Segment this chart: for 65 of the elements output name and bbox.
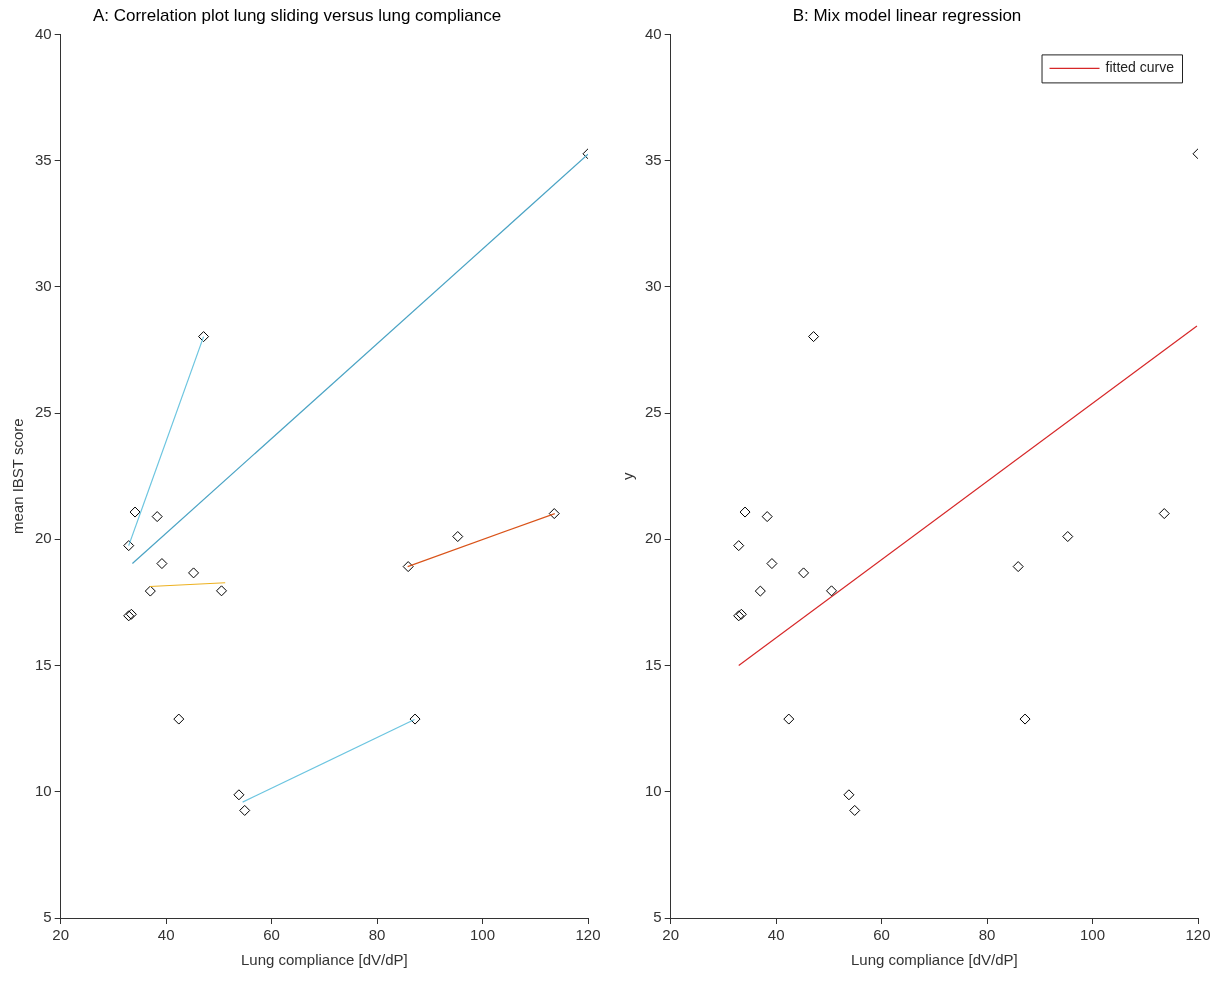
point [808,331,820,343]
x-tick-label: 60 [263,926,280,944]
y-axis-title: mean IBST score [9,418,27,534]
x-tick-label: 40 [157,926,175,944]
x-tick-label: 120 [1185,926,1211,944]
x-tick-label: 100 [1080,926,1106,944]
point [548,508,560,520]
y-tick-label: 5 [653,908,662,926]
point [156,558,168,570]
y-tick-label: 10 [645,781,662,799]
point [151,511,163,523]
point [826,585,838,597]
y-axis-title: y [619,471,637,480]
legend-label: fitted curve [1105,59,1175,76]
y-tick-label: 20 [35,529,52,547]
y-tick-label: 25 [35,403,52,421]
point [761,511,773,523]
point [739,506,751,518]
point [1158,508,1170,520]
point [409,713,421,725]
y-tick-label: 40 [645,24,662,42]
point [766,558,778,570]
x-axis-title: Lung compliance [dV/dP] [240,951,408,969]
y-tick-label: 5 [43,908,52,926]
y-tick-label: 10 [35,781,52,799]
x-tick-label: 120 [575,926,601,944]
x-tick-label: 40 [767,926,785,944]
y-tick-label: 35 [645,150,662,168]
x-tick-label: 80 [978,926,996,944]
x-tick-label: 60 [873,926,890,944]
y-tick-label: 20 [645,529,662,547]
y-tick-label: 40 [35,24,52,42]
x-axis-title: Lung compliance [dV/dP] [850,951,1018,969]
point [188,567,200,579]
point [144,585,156,597]
point [1019,713,1031,725]
x-tick-label: 20 [52,926,70,944]
y-tick-label: 35 [35,150,52,168]
point [754,585,766,597]
y-tick-label: 25 [645,403,662,421]
y-tick-label: 30 [645,277,662,294]
x-tick-label: 20 [662,926,680,944]
y-tick-label: 15 [35,655,52,673]
point [783,713,795,725]
point [239,804,251,816]
point [1062,531,1074,543]
point [402,561,414,573]
point [452,531,464,543]
point [173,713,185,725]
y-tick-label: 30 [35,277,52,294]
chart-title: A: Correlation plot lung sliding versus lung compliance [92,5,502,25]
point [849,804,861,816]
point [798,567,810,579]
point [216,585,228,597]
point [733,540,745,552]
point [198,331,210,343]
chart-title: B: Mix model linear regression [792,5,1022,25]
point [123,540,135,552]
x-tick-label: 100 [470,926,496,944]
x-tick-label: 80 [368,926,386,944]
point [843,789,855,801]
point [1012,561,1024,573]
point [233,789,245,801]
y-tick-label: 15 [645,655,662,673]
point [129,506,141,518]
